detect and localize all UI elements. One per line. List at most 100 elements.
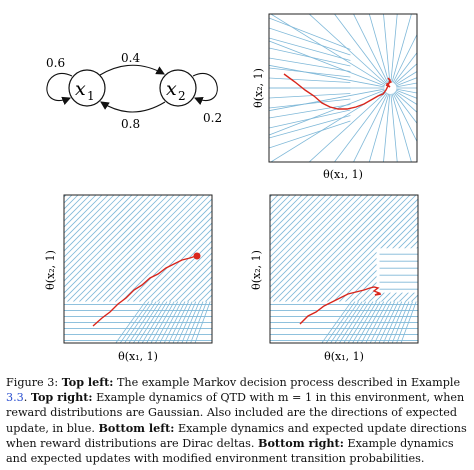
edge-x1-to-x2 [99,64,165,76]
state-x2-sub: 2 [178,89,186,103]
streamline [64,195,115,246]
streamline [269,109,351,129]
streamline [435,195,443,302]
streamline [133,301,161,343]
streamline [383,301,403,343]
streamline [368,93,390,162]
streamline [330,301,359,343]
streamline [151,240,212,302]
streamline [297,195,405,302]
top-right-plot-frame [268,13,418,163]
state-x2-label: x [166,78,177,100]
streamline [441,195,443,302]
streamline [64,195,91,222]
top-right-ylabel: θ(x₂, 1) [252,68,265,108]
trajectory-line [299,286,382,325]
prob-self-x2: 0.2 [203,111,222,125]
streamline [85,195,193,302]
streamline [270,195,309,234]
streamlines [40,195,235,343]
streamline [64,195,151,282]
caption-br-text: Example dynamics and expected updates wi… [6,436,454,466]
streamline [308,91,387,162]
streamline [387,301,406,343]
streamline [141,301,168,343]
streamline [163,301,186,343]
streamline [423,195,443,302]
streamline [127,216,212,302]
streamline [391,301,410,343]
streamline [115,204,212,302]
streamline [269,17,351,50]
streamline [181,270,212,302]
streamlines [270,195,443,343]
caption-example-link[interactable]: 3.3 [6,391,24,405]
streamline [150,301,175,343]
streamline [190,301,207,343]
prob-x2-to-x1: 0.8 [121,117,140,131]
streamline [429,195,443,302]
streamline [270,195,297,222]
streamline [193,282,212,302]
prob-self-x1: 0.6 [46,56,65,70]
streamline [308,14,387,85]
streamline [269,98,351,109]
streamline [177,301,197,343]
top-right-plot: θ(x₁, 1) θ(x₂, 1) [252,13,418,181]
streamline [347,301,374,343]
streamline [273,195,381,302]
streamline [270,195,291,216]
streamline [374,301,395,343]
streamline [279,195,387,302]
streamline [343,301,370,343]
streamline [285,195,393,302]
streamline [229,195,235,302]
figure-caption: Figure 3: Top left: The example Markov d… [6,375,468,466]
streamline [269,47,351,67]
streamline [270,14,386,86]
bottom-left-xlabel: θ(x₁, 1) [118,350,158,363]
streamline [269,104,351,119]
streamline [325,301,356,343]
edge-x1-self-loop [46,73,73,105]
streamline [315,198,418,302]
streamline [64,195,145,276]
streamline [157,246,212,302]
streamline [383,14,391,83]
streamline [390,14,398,83]
streamline [64,195,169,300]
streamline [172,301,193,343]
bottom-left-plot: θ(x₁, 1) θ(x₂, 1) [40,194,235,363]
streamline [291,195,399,302]
streamline [396,301,413,343]
streamline [394,63,417,85]
streamline [361,301,385,343]
caption-br-head: Bottom right: [258,435,344,450]
streamline [369,301,392,343]
streamline [40,195,42,302]
streamline [64,195,85,216]
caption-bl-head: Bottom left: [98,420,175,435]
streamline [175,264,212,302]
streamline [145,234,212,302]
caption-tr-head: Top right: [30,390,93,405]
streamline [91,195,199,302]
state-x1-node [68,69,106,107]
caption-prefix: Figure 3: [6,376,59,389]
streamline [339,301,367,343]
streamline [393,52,417,84]
streamline [270,195,315,240]
streamline [309,195,417,302]
streamline [269,64,385,88]
bottom-left-ylabel: θ(x₂, 1) [44,250,57,290]
bottom-right-plot: θ(x₁, 1) θ(x₂, 1) [250,194,443,363]
state-x1-label: x [75,78,86,100]
streamline [378,301,399,343]
bottom-right-plot-frame [269,194,419,344]
streamline [97,195,205,302]
streamline [223,195,235,302]
bottom-left-plot-frame [63,194,213,344]
trajectory-end-marker [193,252,201,260]
mdp-diagram: x 1 x 2 0.6 0.4 0.8 0.2 [46,51,222,131]
streamline [159,301,182,343]
